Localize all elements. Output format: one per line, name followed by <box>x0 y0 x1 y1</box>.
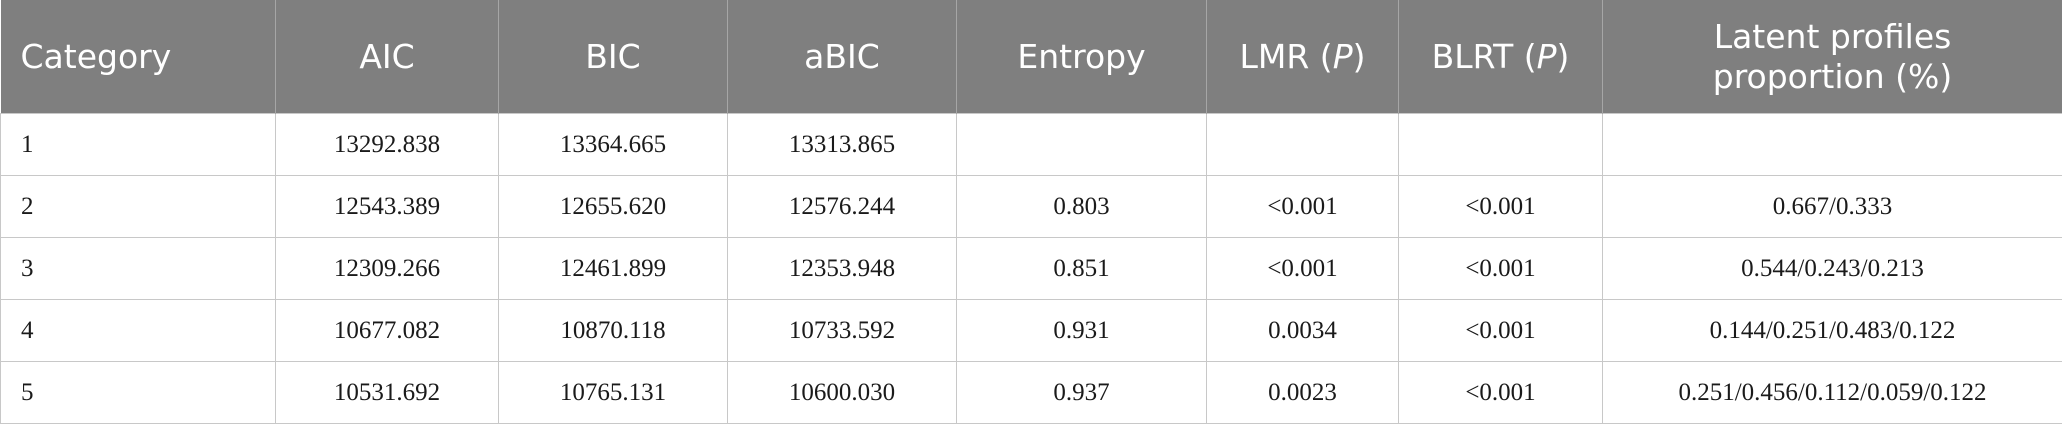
data-cell: 3 <box>0 237 276 300</box>
data-cell: 0.144/0.251/0.483/0.122 <box>1602 299 2062 362</box>
header-text: AIC <box>359 36 415 76</box>
data-cell: 12353.948 <box>727 237 957 300</box>
data-row: 1 13292.838 13364.665 13313.865 <box>0 113 2062 176</box>
data-cell: <0.001 <box>1398 175 1603 238</box>
data-cell: 0.0023 <box>1206 361 1399 424</box>
header-text: ) <box>1352 36 1366 76</box>
data-cell: 1 <box>0 113 276 176</box>
data-cell: 10677.082 <box>275 299 499 362</box>
data-cell: 12543.389 <box>275 175 499 238</box>
results-table: Category AIC BIC aBIC Entropy LMR (P) BLRT (P)… <box>0 0 2062 424</box>
header-cell: BIC <box>498 0 728 114</box>
data-cell: <0.001 <box>1206 237 1399 300</box>
header-cell: Latent profiles proportion (%) <box>1602 0 2062 114</box>
data-cell: 12576.244 <box>727 175 957 238</box>
data-cell: 10733.592 <box>727 299 957 362</box>
data-cell: 10765.131 <box>498 361 728 424</box>
empty-cell <box>1398 113 1603 176</box>
data-cell: <0.001 <box>1398 237 1603 300</box>
data-cell: <0.001 <box>1398 299 1603 362</box>
data-cell: <0.001 <box>1398 361 1603 424</box>
data-cell: 2 <box>0 175 276 238</box>
header-text: LMR ( <box>1239 36 1333 76</box>
empty-cell <box>1206 113 1399 176</box>
data-cell: 12461.899 <box>498 237 728 300</box>
data-cell: 13313.865 <box>727 113 957 176</box>
data-cell: 0.937 <box>956 361 1207 424</box>
data-cell: 5 <box>0 361 276 424</box>
header-text: aBIC <box>804 36 880 76</box>
header-cell: aBIC <box>727 0 957 114</box>
header-row: Category AIC BIC aBIC Entropy LMR (P) BLRT (P)… <box>0 0 2062 114</box>
data-cell: 10870.118 <box>498 299 728 362</box>
data-cell: 0.667/0.333 <box>1602 175 2062 238</box>
data-cell: 10531.692 <box>275 361 499 424</box>
data-row: 4 10677.082 10870.118 10733.592 0.931 0.0034 <… <box>0 299 2062 362</box>
data-cell: 0.931 <box>956 299 1207 362</box>
data-cell: 13292.838 <box>275 113 499 176</box>
data-row: 2 12543.389 12655.620 12576.244 0.803 <0.001 <… <box>0 175 2062 238</box>
data-cell: 0.0034 <box>1206 299 1399 362</box>
data-row: 3 12309.266 12461.899 12353.948 0.851 <0.001 <… <box>0 237 2062 300</box>
header-text: Entropy <box>1017 36 1146 76</box>
data-cell: 0.544/0.243/0.213 <box>1602 237 2062 300</box>
empty-cell <box>1602 113 2062 176</box>
data-cell: 0.851 <box>956 237 1207 300</box>
header-cell: Entropy <box>956 0 1207 114</box>
data-cell: <0.001 <box>1206 175 1399 238</box>
data-cell: 4 <box>0 299 276 362</box>
data-row: 5 10531.692 10765.131 10600.030 0.937 0.0023 <… <box>0 361 2062 424</box>
header-text: ) <box>1556 36 1570 76</box>
header-text: P <box>1536 36 1557 76</box>
header-text: P <box>1332 36 1353 76</box>
data-cell: 0.803 <box>956 175 1207 238</box>
header-text: Category <box>20 36 172 76</box>
header-cell: AIC <box>275 0 499 114</box>
empty-cell <box>956 113 1207 176</box>
header-cell: BLRT (P) <box>1398 0 1603 114</box>
header-text: BIC <box>585 36 641 76</box>
header-text: Latent profiles proportion (%) <box>1712 16 1953 96</box>
data-cell: 13364.665 <box>498 113 728 176</box>
data-cell: 12309.266 <box>275 237 499 300</box>
header-cell: Category <box>0 0 276 114</box>
data-cell: 12655.620 <box>498 175 728 238</box>
data-cell: 10600.030 <box>727 361 957 424</box>
header-cell: LMR (P) <box>1206 0 1399 114</box>
header-text: BLRT ( <box>1431 36 1537 76</box>
data-cell: 0.251/0.456/0.112/0.059/0.122 <box>1602 361 2062 424</box>
